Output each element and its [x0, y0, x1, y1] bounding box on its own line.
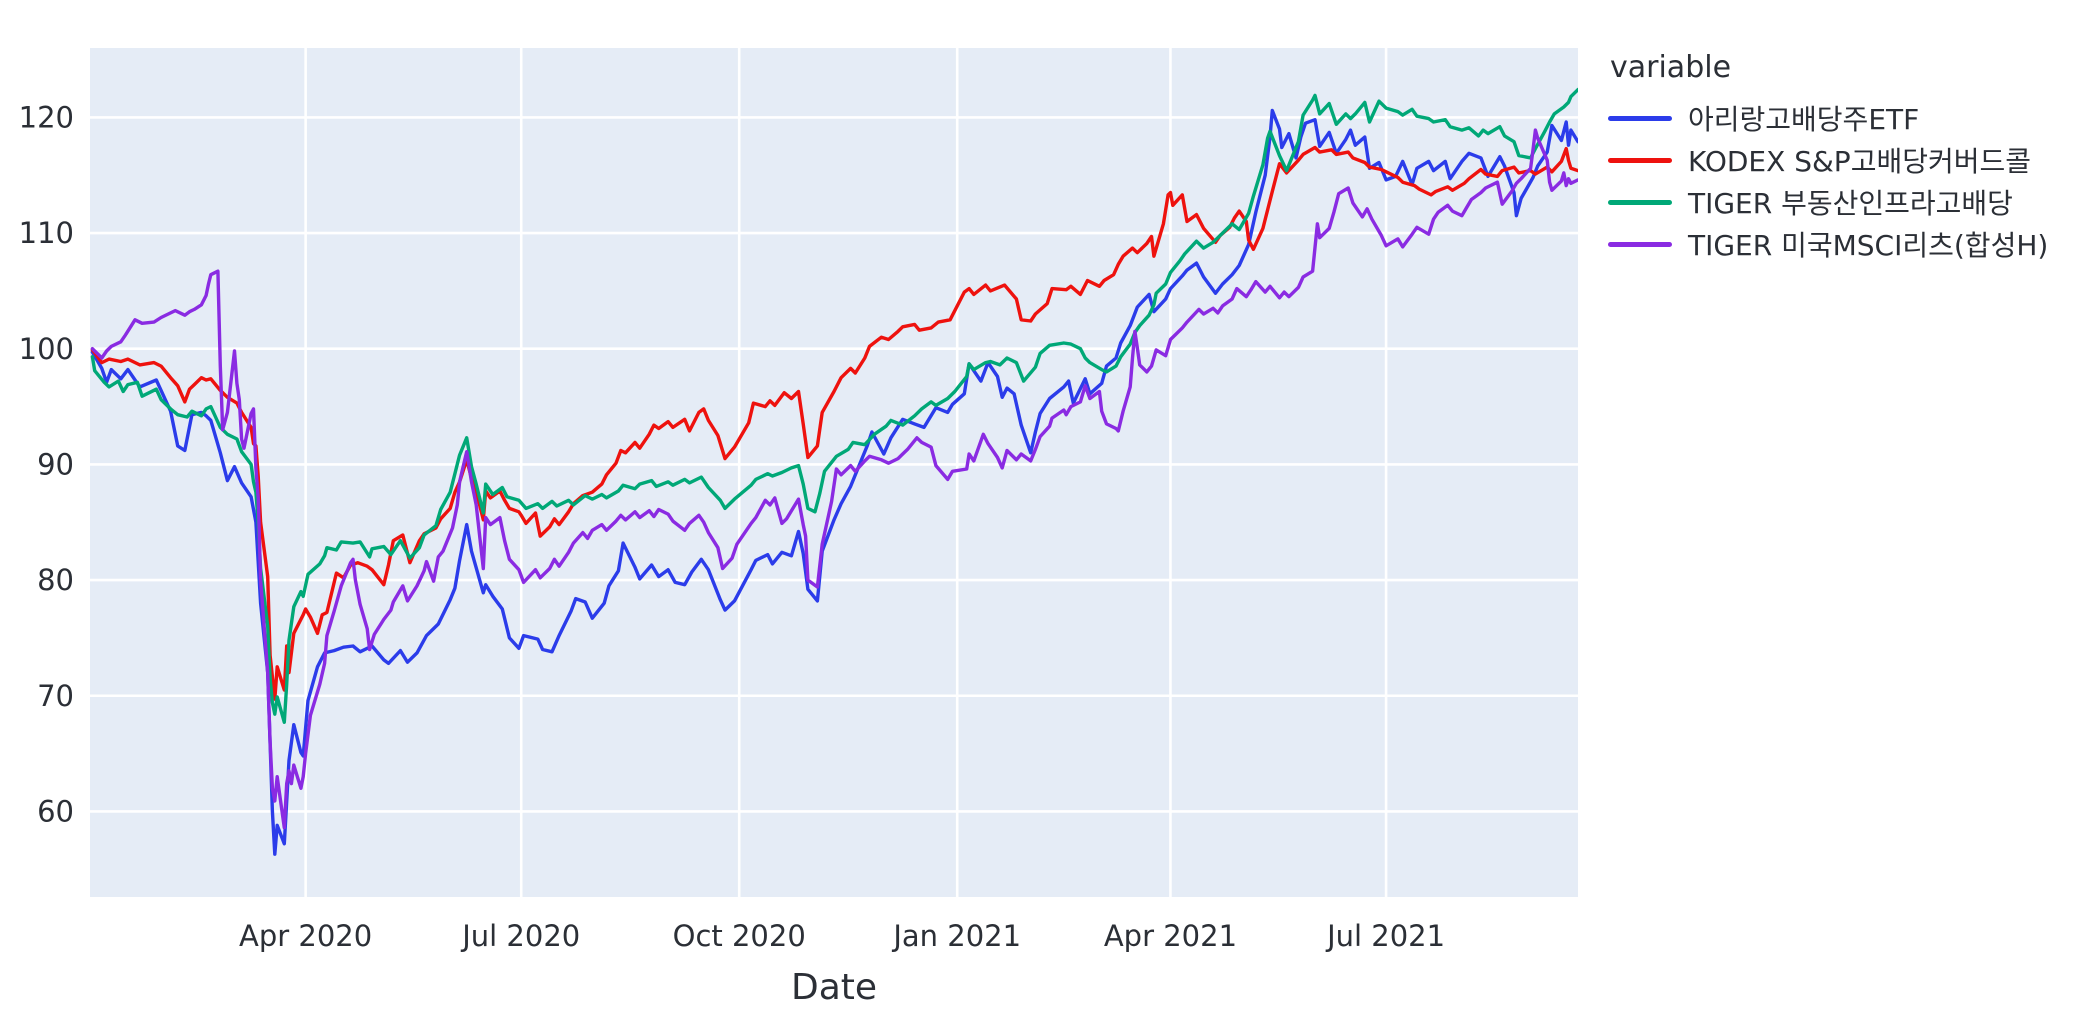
x-axis-title: Date — [791, 967, 877, 1008]
series-line-3 — [90, 128, 1578, 830]
legend-swatch-icon — [1608, 199, 1672, 205]
legend-swatch-icon — [1608, 241, 1672, 247]
legend-item-2[interactable]: TIGER 부동산인프라고배당 — [1608, 181, 2048, 223]
legend-swatch-icon — [1608, 157, 1672, 163]
y-tick-label: 110 — [19, 216, 74, 250]
y-tick-label: 90 — [37, 448, 74, 482]
legend: variable 아리랑고배당주ETF KODEX S&P고배당커버드콜 TIGER… — [1608, 50, 2048, 265]
y-tick-label: 80 — [37, 563, 74, 597]
legend-label: TIGER 미국MSCI리츠(합성H) — [1688, 229, 2049, 262]
y-tick-label: 120 — [19, 101, 74, 135]
plot-area[interactable] — [90, 48, 1578, 897]
legend-item-0[interactable]: 아리랑고배당주ETF — [1608, 97, 2048, 139]
legend-item-3[interactable]: TIGER 미국MSCI리츠(합성H) — [1608, 223, 2048, 265]
legend-label: 아리랑고배당주ETF — [1688, 103, 1920, 136]
legend-label: TIGER 부동산인프라고배당 — [1688, 187, 2013, 220]
series-line-2 — [90, 87, 1578, 724]
legend-label: KODEX S&P고배당커버드콜 — [1688, 145, 2032, 178]
y-tick-label: 100 — [19, 332, 74, 366]
x-tick-label: Jul 2020 — [460, 919, 580, 953]
series-line-0 — [90, 108, 1578, 856]
x-tick-label: Apr 2021 — [1104, 919, 1237, 953]
x-tick-label: Jan 2021 — [891, 919, 1021, 953]
x-tick-label: Apr 2020 — [239, 919, 372, 953]
legend-title: variable — [1610, 50, 1732, 85]
legend-swatch-icon — [1608, 115, 1672, 121]
y-tick-label: 60 — [37, 795, 74, 829]
legend-items: 아리랑고배당주ETF KODEX S&P고배당커버드콜 TIGER 부동산인프라고배… — [1608, 97, 2048, 265]
series-line-1 — [90, 145, 1578, 701]
x-tick-label: Oct 2020 — [673, 919, 806, 953]
y-tick-label: 70 — [37, 679, 74, 713]
legend-item-1[interactable]: KODEX S&P고배당커버드콜 — [1608, 139, 2048, 181]
x-tick-label: Jul 2021 — [1325, 919, 1445, 953]
